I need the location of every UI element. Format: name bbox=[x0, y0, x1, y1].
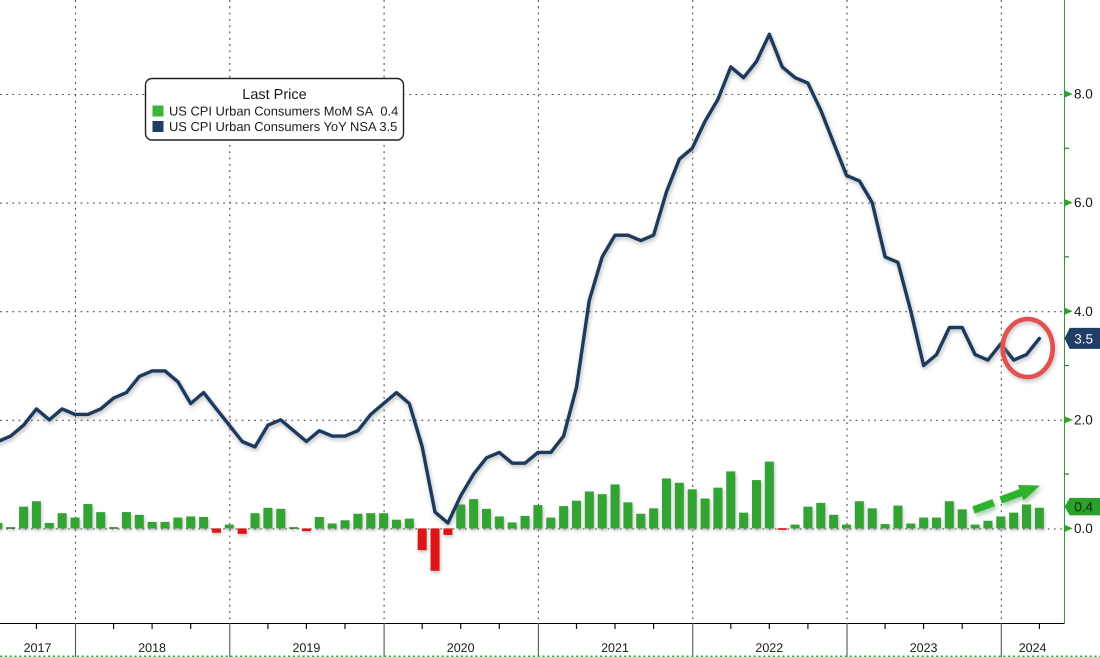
svg-text:4.0: 4.0 bbox=[1074, 304, 1093, 319]
svg-text:2024: 2024 bbox=[1019, 641, 1047, 655]
svg-text:2021: 2021 bbox=[601, 641, 629, 655]
svg-text:US CPI Urban Consumers YoY NSA: US CPI Urban Consumers YoY NSA 3.5 bbox=[169, 119, 397, 134]
svg-text:2020: 2020 bbox=[447, 641, 475, 655]
svg-text:2017: 2017 bbox=[24, 641, 52, 655]
svg-text:US CPI Urban Consumers MoM SA: US CPI Urban Consumers MoM SA 0.4 bbox=[169, 104, 398, 119]
svg-text:2022: 2022 bbox=[755, 641, 783, 655]
svg-text:3.5: 3.5 bbox=[1074, 331, 1093, 346]
svg-text:2018: 2018 bbox=[138, 641, 166, 655]
svg-text:2019: 2019 bbox=[292, 641, 320, 655]
svg-text:Last Price: Last Price bbox=[242, 87, 306, 103]
svg-text:0.4: 0.4 bbox=[1074, 500, 1093, 515]
svg-text:8.0: 8.0 bbox=[1074, 87, 1093, 102]
svg-text:2.0: 2.0 bbox=[1074, 412, 1093, 427]
svg-text:0.0: 0.0 bbox=[1074, 521, 1093, 536]
svg-text:2023: 2023 bbox=[910, 641, 938, 655]
svg-text:6.0: 6.0 bbox=[1074, 195, 1093, 210]
